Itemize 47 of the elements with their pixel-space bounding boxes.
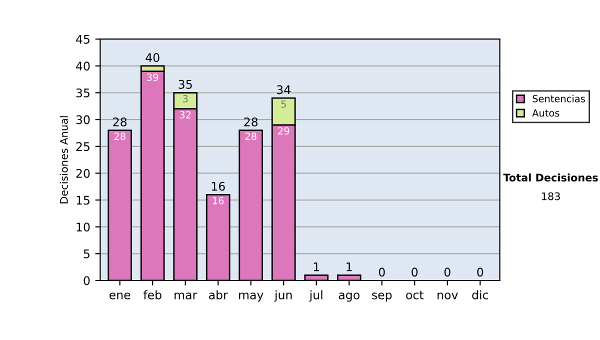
total-label: 28 [113, 117, 127, 126]
x-tick-label: oct [406, 290, 424, 300]
data-label: 32 [180, 111, 191, 119]
data-label: 3 [183, 95, 188, 102]
x-tick-label: jun [274, 290, 292, 302]
y-tick-label: 45 [76, 34, 90, 44]
total-label: 0 [378, 268, 385, 277]
y-tick-label: 15 [76, 196, 90, 205]
x-tick-label: feb [143, 290, 162, 300]
text: 183 [542, 192, 560, 200]
y-axis-title: Decisiones Anual [60, 116, 68, 204]
total-label: 35 [178, 80, 192, 89]
data-label: 29 [278, 127, 290, 135]
x-tick-label: jul [309, 290, 322, 302]
y-tick-label: 35 [76, 88, 90, 98]
x-tick-label: may [239, 292, 264, 302]
legend-label: Autos [532, 109, 560, 117]
x-tick-label: ene [110, 292, 130, 300]
data-label: 5 [281, 100, 286, 108]
y-tick-label: 25 [76, 142, 90, 152]
y-tick-label: 20 [76, 168, 90, 178]
total-label: 28 [244, 117, 258, 126]
x-tick-label: nov [438, 292, 458, 300]
data-label: 39 [147, 74, 158, 81]
data-label: 28 [245, 132, 256, 140]
y-tick-label: 30 [76, 115, 90, 124]
y-tick-label: 10 [76, 222, 90, 232]
y-tick-label: 5 [84, 250, 90, 258]
total-label: 0 [444, 268, 450, 277]
legend-label: Sentencias [532, 94, 585, 102]
x-tick-label: sep [372, 292, 392, 302]
y-tick-label: 0 [84, 276, 90, 286]
y-tick-label: 40 [76, 62, 90, 71]
total-label: 0 [412, 268, 418, 277]
x-tick-label: mar [174, 292, 198, 300]
data-label: 28 [114, 132, 126, 140]
total-label: 34 [277, 85, 290, 94]
total-label: 1 [346, 262, 352, 272]
total-label: 1 [314, 262, 320, 272]
total-label: 0 [477, 268, 484, 277]
total-label: 16 [212, 182, 225, 191]
data-label: 16 [212, 196, 224, 204]
text: Total Decisiones [503, 173, 598, 182]
total-label: 40 [146, 53, 160, 62]
x-tick-label: dic [472, 290, 488, 300]
x-tick-label: abr [209, 290, 228, 300]
x-tick-label: ago [338, 292, 360, 302]
